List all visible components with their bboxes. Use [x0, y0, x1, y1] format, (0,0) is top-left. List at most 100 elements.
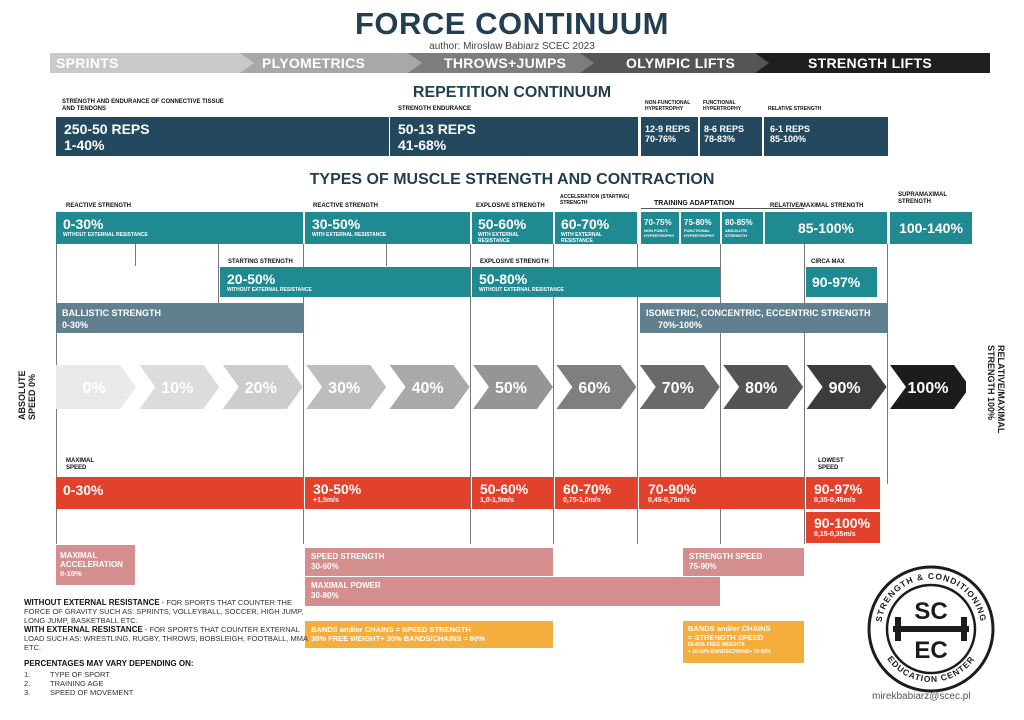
type-value: 90-97% [812, 274, 861, 290]
type-value: 100-140% [899, 220, 963, 236]
rep-block-nonfunctional: 12-9 REPS 70-76% [641, 117, 698, 156]
scale-arrow-shape [890, 365, 966, 409]
type-value: 20-50% [227, 271, 276, 287]
speed-block-60-70: 60-70% 0,75-1,0m/s [555, 477, 637, 509]
rep-reps: 8-6 REPS [704, 124, 745, 134]
note-without-text: - FOR SPORTS THAT COUNTER THE FORCE OF G… [24, 598, 304, 625]
speed-block-50-60: 50-60% 1,0-1,5m/s [472, 477, 553, 509]
rep-pct: 78-83% [704, 134, 736, 144]
maximal-acceleration-block: MAXIMAL ACCELERATION 0-10% [56, 545, 135, 585]
speed-block-90-100: 90-100% 0,15-0,35m/s [806, 512, 880, 543]
scale-arrow-label: 20% [245, 380, 277, 397]
maximal-power-value: 30-80% [311, 591, 339, 600]
type-sub: WITH EXTERNAL RESISTANCE [312, 232, 387, 238]
scale-arrow-label: 50% [495, 380, 527, 397]
type-value: 50-80% [479, 271, 528, 287]
repetition-title: REPETITION CONTINUUM [412, 84, 612, 101]
maximal-acceleration-value: 0-10% [60, 569, 82, 578]
speed-sub: 1,0-1,5m/s [480, 497, 514, 504]
type-value: 50-60% [478, 216, 527, 232]
relative-strength-label: RELATIVE/MAXIMAL STRENGTH 100% [986, 345, 1006, 434]
column-divider [553, 244, 554, 544]
phase-label-throws-jumps: THROWS+JUMPS [444, 55, 567, 71]
scale-arrow-shape [389, 365, 470, 409]
rep-reps: 50-13 REPS [398, 121, 476, 137]
scale-arrow-label: 30% [328, 380, 360, 397]
ballistic-strength-block: BALLISTIC STRENGTH 0-30% [56, 303, 303, 333]
type-sub: WITH EXTERNAL RESISTANCE [478, 232, 520, 244]
type-heading-acceleration: ACCELERATION (STARTING) STRENGTH [560, 194, 630, 206]
type-value: 0-30% [63, 216, 104, 232]
type-block-supramaximal: 100-140% [890, 212, 972, 244]
note-pct-item: SPEED OF MOVEMENT [50, 688, 134, 697]
speed-block-70-90: 70-90% 0,45-0,75m/s [639, 477, 804, 509]
scale-arrow-shape [222, 365, 303, 409]
rep-heading-relative: RELATIVE STRENGTH [768, 106, 822, 112]
scale-arrow-label: 10% [161, 380, 193, 397]
contact-email[interactable]: mirekbabiarz@scec.pl [872, 691, 971, 702]
speed-sub: 0,75-1,0m/s [563, 497, 601, 504]
rep-pct: 1-40% [64, 137, 105, 153]
phase-arrow-bar [50, 53, 990, 73]
rep-block-strength-endurance: 50-13 REPS 41-68% [390, 117, 638, 156]
scale-arrow-shape [806, 365, 887, 409]
phase-arrow-strength-lifts [755, 53, 990, 73]
speed-value: 90-100% [814, 515, 871, 531]
speed-strength-block: SPEED STRENGTH 30-60% [305, 548, 553, 576]
rep-reps: 250-50 REPS [64, 121, 150, 137]
logo-bar [893, 626, 969, 632]
type-heading-explosive: EXPLOSIVE STRENGTH [476, 203, 545, 209]
maximal-acceleration-label: MAXIMAL ACCELERATION [60, 551, 123, 569]
scale-arrow-label: 60% [578, 380, 610, 397]
scale-arrow-shape [306, 365, 387, 409]
speed-sub: 0,35-0,45m/s [814, 497, 856, 504]
speed-value: 50-60% [480, 481, 529, 497]
scale-arrow-shape [556, 365, 637, 409]
scale-arrow-shape [723, 365, 804, 409]
explosive-strength-2-heading: EXPLOSIVE STRENGTH [480, 259, 549, 265]
training-adaptation-label: TRAINING ADAPTATION [654, 200, 735, 207]
scale-arrow-4: 40% [389, 365, 470, 409]
scale-arrow-7: 70% [639, 365, 720, 409]
bands-speed-strength-block: BANDS and/or CHAINS = SPEED STRENGTH 30%… [305, 621, 553, 648]
bands-line: + 20-30% BANDS/CHAINS= 75-90% [688, 649, 771, 655]
phase-label-strength-lifts: STRENGTH LIFTS [808, 55, 932, 71]
type-value: 30-50% [312, 216, 361, 232]
note-pct-title: PERCENTAGES MAY VARY DEPENDING ON: [24, 659, 194, 668]
type-sub: NON FUNCT. HYPERTROPHY [644, 228, 675, 238]
scale-arrow-label: 40% [412, 380, 444, 397]
isometric-strength-block: ISOMETRIC, CONCENTRIC, ECCENTRIC STRENGT… [640, 303, 887, 333]
rep-reps: 12-9 REPS [645, 124, 691, 134]
type-value: 85-100% [797, 220, 855, 236]
explosive-strength-2-block: 50-80% WITHOUT EXTERNAL RESISTANCE [472, 267, 720, 297]
strength-speed-label: STRENGTH SPEED [689, 552, 763, 561]
speed-sub: 0,45-0,75m/s [648, 497, 690, 504]
type-block-reactive-ext: 30-50% WITH EXTERNAL RESISTANCE [305, 212, 470, 244]
scale-arrow-3: 30% [306, 365, 387, 409]
scale-arrows: 0% 10% 20% 30% 40% 50% 60% 70% 80% 90% 100% [56, 365, 966, 409]
scale-arrow-label: 80% [745, 380, 777, 397]
note-with-text: - FOR SPORTS THAT COUNTER EXTERNAL LOAD … [24, 625, 308, 652]
type-value: 80-85% [725, 218, 753, 227]
column-divider [887, 244, 888, 484]
absolute-speed-label: ABSOLUTE SPEED 0% [17, 370, 37, 421]
type-value: 60-70% [561, 216, 610, 232]
type-block-reactive: 0-30% WITHOUT EXTERNAL RESISTANCE [56, 212, 303, 244]
type-block-nonfunct-hypertrophy: 70-75% NON FUNCT. HYPERTROPHY [641, 212, 679, 244]
type-block-acceleration: 60-70% WITH EXTERNAL RESISTANCE [555, 212, 637, 244]
rep-block-connective: 250-50 REPS 1-40% [56, 117, 389, 156]
scale-arrow-shape [473, 365, 553, 409]
phase-arrow-sprints [50, 53, 269, 73]
author-line: author: Mirosław Babiarz SCEC 2023 [429, 41, 595, 52]
speed-value: 0-30% [63, 482, 104, 498]
logo-ec: EC [914, 637, 947, 664]
column-divider [720, 244, 721, 544]
circa-max-heading: CIRCA MAX [811, 259, 845, 265]
phase-arrow-olympic-lifts [580, 53, 784, 73]
column-divider [386, 244, 387, 266]
note-pct-item: TYPE OF SPORT [50, 670, 110, 679]
type-heading-relative-max: RELATIVE/MAXIMAL STRENGTH [770, 203, 864, 209]
rep-block-relative: 6-1 REPS 85-100% [764, 117, 888, 156]
scale-arrow-label: 90% [829, 380, 861, 397]
column-divider [637, 244, 638, 544]
